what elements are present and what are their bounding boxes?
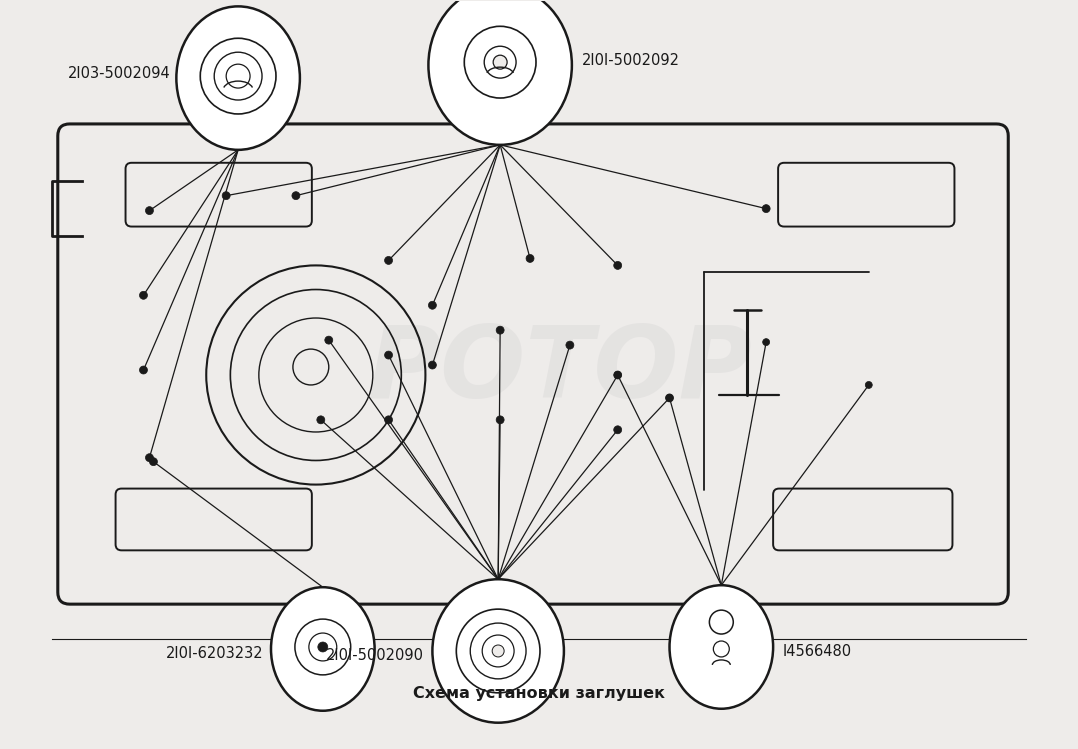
Text: 2I03-5002094: 2I03-5002094 <box>68 66 170 81</box>
Circle shape <box>385 256 392 264</box>
Circle shape <box>146 454 153 461</box>
Circle shape <box>613 371 622 379</box>
Text: 2I0I-5002090: 2I0I-5002090 <box>326 649 424 664</box>
Circle shape <box>139 291 148 300</box>
Ellipse shape <box>271 587 375 711</box>
Circle shape <box>385 416 392 424</box>
Circle shape <box>493 645 505 657</box>
Circle shape <box>318 642 328 652</box>
Circle shape <box>614 372 621 378</box>
Ellipse shape <box>432 579 564 723</box>
Text: 2I0I-6203232: 2I0I-6203232 <box>165 646 263 661</box>
Circle shape <box>428 301 437 309</box>
Text: Схема установки заглушек: Схема установки заглушек <box>413 686 665 701</box>
Circle shape <box>150 458 157 466</box>
Circle shape <box>666 395 673 401</box>
Circle shape <box>385 351 392 359</box>
FancyBboxPatch shape <box>58 124 1008 604</box>
Circle shape <box>613 426 622 434</box>
Ellipse shape <box>669 585 773 709</box>
Circle shape <box>866 381 872 389</box>
Circle shape <box>665 394 674 402</box>
Circle shape <box>526 255 534 262</box>
Circle shape <box>493 55 507 69</box>
Circle shape <box>496 326 505 334</box>
Circle shape <box>222 192 230 200</box>
Text: РОТОР: РОТОР <box>368 321 752 419</box>
Circle shape <box>317 416 324 424</box>
Text: 2I0I-5002092: 2I0I-5002092 <box>582 52 680 67</box>
Circle shape <box>324 336 333 344</box>
Circle shape <box>428 361 437 369</box>
Circle shape <box>762 339 770 345</box>
Ellipse shape <box>177 7 300 150</box>
Text: I4566480: I4566480 <box>783 644 853 659</box>
Circle shape <box>139 366 148 374</box>
Circle shape <box>292 192 300 200</box>
Circle shape <box>762 204 770 213</box>
Circle shape <box>146 207 153 215</box>
Ellipse shape <box>428 0 571 145</box>
Circle shape <box>613 261 622 270</box>
Circle shape <box>496 416 505 424</box>
Circle shape <box>566 341 573 349</box>
